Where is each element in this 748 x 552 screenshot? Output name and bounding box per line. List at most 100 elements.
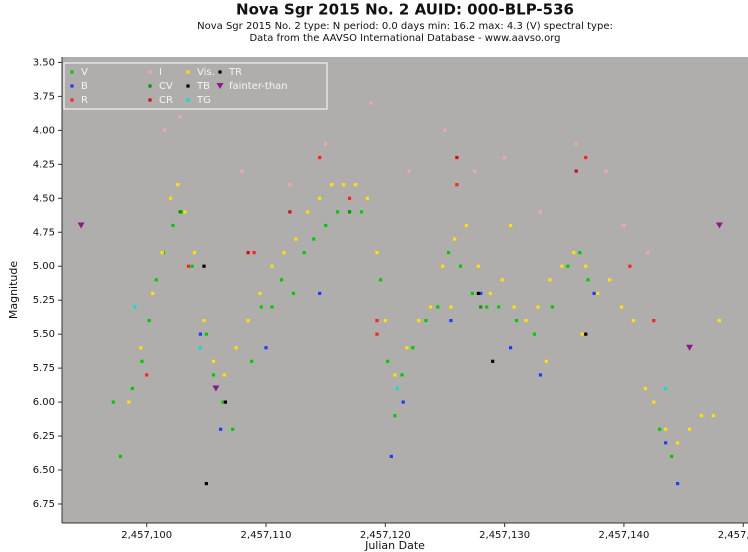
data-point <box>168 196 173 200</box>
data-point <box>476 264 480 268</box>
y-tick-label: 6.00 <box>33 397 55 408</box>
data-point <box>686 344 694 351</box>
legend-label: CV <box>159 81 173 92</box>
legend-label: TB <box>196 81 210 92</box>
data-point <box>572 251 576 255</box>
data-point <box>395 386 399 391</box>
data-point <box>318 291 322 295</box>
data-point <box>440 264 445 268</box>
data-point <box>375 332 379 336</box>
data-point <box>178 115 182 119</box>
data-point <box>211 373 216 377</box>
data-point <box>503 155 507 160</box>
y-tick-label: 4.25 <box>33 159 55 170</box>
x-tick-label: 2,457,150 <box>718 530 748 541</box>
data-point <box>449 318 453 323</box>
data-point <box>664 386 668 391</box>
data-point <box>383 318 387 323</box>
data-point <box>192 251 197 255</box>
data-point <box>178 210 182 214</box>
data-point <box>584 264 588 268</box>
y-tick-label: 3.50 <box>33 57 55 68</box>
data-point <box>145 373 149 377</box>
data-point <box>139 346 143 350</box>
data-point <box>127 400 131 404</box>
data-point <box>524 318 528 323</box>
data-point <box>452 237 457 241</box>
data-point <box>405 346 409 350</box>
legend-marker <box>148 84 152 88</box>
data-point <box>664 427 668 431</box>
data-point <box>548 278 552 282</box>
y-axis-label: Magnitude <box>7 261 20 320</box>
data-point <box>335 210 340 214</box>
legend-label: Vis. <box>197 67 215 78</box>
data-point <box>202 318 206 323</box>
data-point <box>514 318 519 323</box>
data-point <box>140 359 144 363</box>
data-point <box>584 155 588 160</box>
data-point <box>560 264 564 268</box>
data-point <box>436 305 440 309</box>
data-point <box>652 400 656 404</box>
data-point <box>375 251 379 255</box>
data-point <box>163 128 167 132</box>
data-point <box>676 482 680 486</box>
data-point <box>252 251 256 255</box>
x-tick-label: 2,457,120 <box>360 530 411 541</box>
legend-marker <box>218 70 222 74</box>
data-point <box>500 278 504 282</box>
y-tick-label: 4.00 <box>33 125 55 136</box>
data-point <box>449 305 453 309</box>
legend-label: V <box>81 67 88 78</box>
data-point <box>664 441 668 445</box>
data-point <box>171 223 175 228</box>
data-point <box>198 332 202 336</box>
data-point <box>359 210 364 214</box>
data-point <box>670 454 674 459</box>
data-point <box>508 223 513 228</box>
legend-marker <box>186 98 190 102</box>
data-point <box>223 400 228 404</box>
data-point <box>443 128 447 132</box>
data-point <box>270 264 274 268</box>
legend-marker <box>70 98 74 102</box>
data-point <box>429 305 433 309</box>
legend-label: fainter-than <box>229 81 288 92</box>
legend-label: R <box>81 95 88 106</box>
data-point <box>231 427 235 431</box>
data-point <box>455 183 459 187</box>
data-point <box>378 278 383 282</box>
data-point <box>240 169 244 173</box>
data-point <box>550 305 554 309</box>
y-tick-label: 5.00 <box>33 261 55 272</box>
data-point <box>312 237 316 241</box>
data-point <box>401 400 405 404</box>
data-point <box>574 169 578 173</box>
data-point <box>628 264 632 268</box>
data-point <box>479 291 483 295</box>
plot-area <box>62 57 748 523</box>
data-point <box>717 318 721 323</box>
data-point <box>302 251 306 255</box>
data-point <box>246 318 250 323</box>
data-point <box>154 278 158 282</box>
y-tick-label: 6.75 <box>33 499 55 510</box>
data-point <box>596 291 600 295</box>
data-point <box>485 305 489 309</box>
data-point <box>407 169 411 173</box>
legend-marker <box>148 70 152 74</box>
data-point <box>221 400 225 404</box>
data-point <box>282 251 286 255</box>
data-point <box>111 400 115 404</box>
data-point <box>183 210 187 214</box>
x-tick-label: 2,457,130 <box>479 530 530 541</box>
data-point <box>259 305 263 309</box>
data-point <box>77 222 85 229</box>
data-point <box>147 318 151 323</box>
data-point <box>151 291 155 295</box>
data-point <box>580 332 584 336</box>
data-point <box>246 251 250 255</box>
x-tick-label: 2,457,140 <box>598 530 649 541</box>
